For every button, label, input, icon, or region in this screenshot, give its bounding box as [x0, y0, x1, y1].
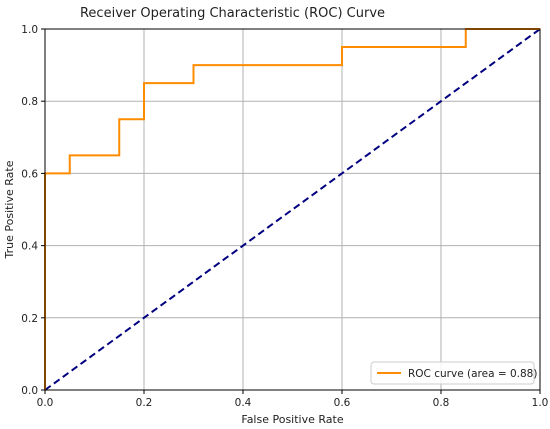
x-axis-ticks: 0.0 0.2 0.4 0.6 0.8 1.0	[37, 390, 549, 409]
y-axis-label: True Positive Rate	[3, 160, 16, 259]
chance-diagonal-line	[44, 28, 541, 391]
x-tick-label: 0.6	[334, 397, 351, 409]
y-tick-label: 0.2	[21, 313, 38, 325]
legend-label-roc: ROC curve (area = 0.88)	[408, 368, 537, 380]
x-tick-label: 0.2	[136, 397, 153, 409]
y-tick-label: 1.0	[21, 24, 38, 36]
roc-curve-line	[44, 28, 540, 390]
y-tick-label: 0.8	[21, 96, 38, 108]
x-tick-label: 0.8	[433, 397, 450, 409]
y-tick-label: 0.6	[21, 168, 38, 180]
x-tick-label: 0.0	[37, 397, 54, 409]
legend-box	[370, 361, 535, 385]
x-tick-label: 1.0	[532, 397, 549, 409]
chart-title: Receiver Operating Characteristic (ROC) …	[80, 6, 385, 21]
plot-frame	[44, 28, 541, 391]
y-axis-ticks: 0.0 0.2 0.4 0.6 0.8 1.0	[21, 24, 45, 397]
x-tick-label: 0.4	[235, 397, 252, 409]
y-tick-label: 0.0	[21, 385, 38, 397]
legend: ROC curve (area = 0.88)	[370, 361, 537, 385]
series-layer	[44, 28, 541, 391]
x-axis-label: False Positive Rate	[241, 413, 343, 426]
y-tick-label: 0.4	[21, 241, 38, 253]
